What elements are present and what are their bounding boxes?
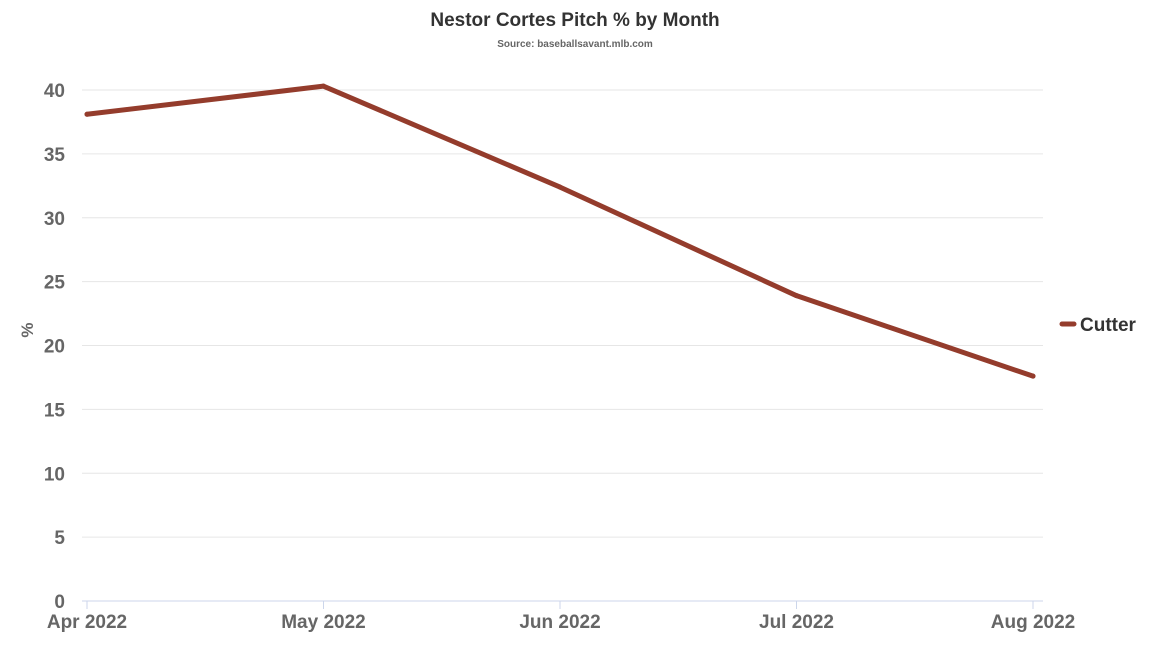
legend[interactable]: Cutter [1059,315,1137,336]
grid-lines [82,89,1043,538]
chart-title: Nestor Cortes Pitch % by Month [430,10,719,31]
x-tick-label: Aug 2022 [991,612,1075,633]
x-tick-label: Apr 2022 [47,612,127,633]
x-tick-label: May 2022 [281,612,366,633]
y-tick-label: 10 [44,464,65,485]
y-tick-label: 35 [44,145,66,166]
data-point[interactable] [84,111,90,117]
legend-label[interactable]: Cutter [1080,315,1137,336]
y-tick-label: 5 [54,528,65,549]
y-axis-title: % [18,322,37,337]
chart-subtitle: Source: baseballsavant.mlb.com [497,39,653,50]
y-tick-label: 40 [44,81,65,102]
data-point[interactable] [1030,373,1036,379]
data-point[interactable] [794,293,799,299]
series-layer [84,83,1036,379]
x-tick-label: Jul 2022 [759,612,834,633]
data-point[interactable] [557,184,563,190]
y-tick-label: 30 [44,209,65,230]
y-tick-label: 25 [44,273,66,294]
y-tick-label: 20 [44,337,65,358]
y-tick-label: 0 [54,592,65,613]
series-line-cutter[interactable] [84,83,1036,379]
axes: 0 5 10 15 20 25 30 35 40 Apr 2022 May 2022 Jun 2022… [44,81,1075,633]
y-tick-label: 15 [44,400,66,421]
x-tick-label: Jun 2022 [519,612,600,633]
data-point[interactable] [321,83,326,89]
